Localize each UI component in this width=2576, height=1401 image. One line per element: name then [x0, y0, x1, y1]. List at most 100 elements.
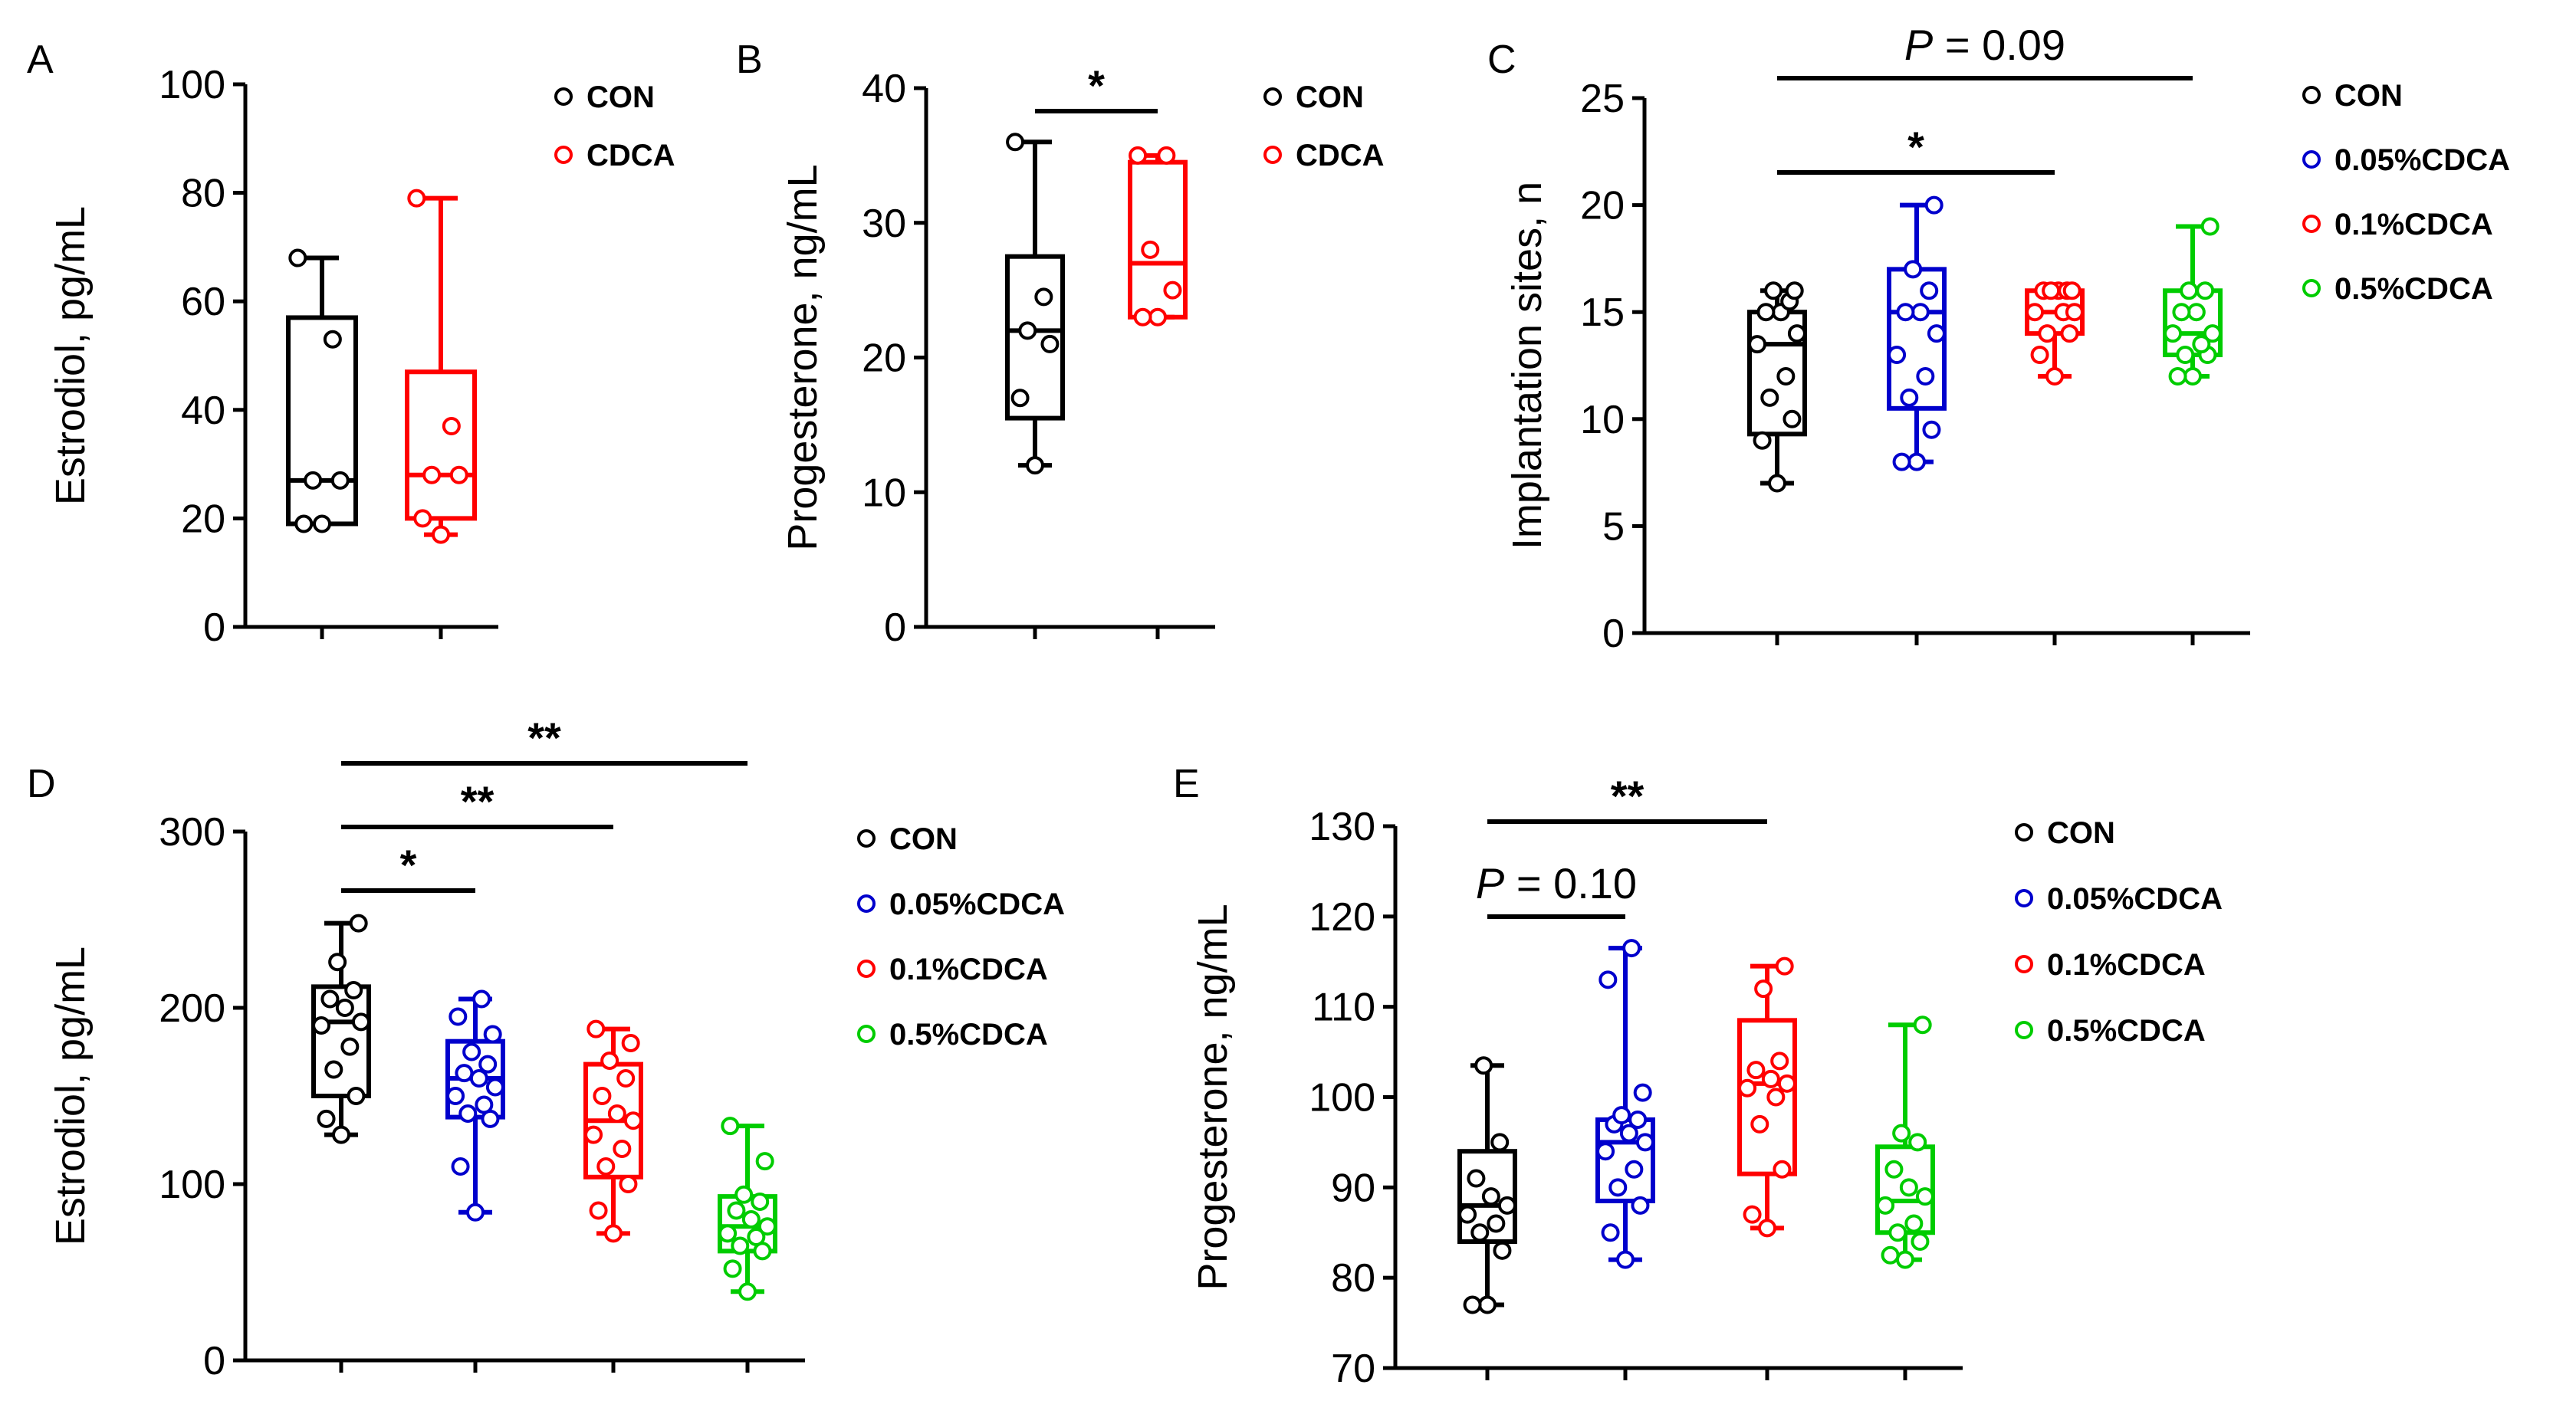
data-point [584, 1125, 603, 1144]
data-point [1892, 1124, 1911, 1143]
legend-item: 0.5%CDCA [2015, 1014, 2206, 1048]
y-tick-label: 100 [1309, 1076, 1375, 1120]
y-tick-label: 120 [1309, 895, 1375, 940]
data-point [1761, 1069, 1780, 1088]
data-point [335, 999, 354, 1017]
box-cdca [405, 189, 477, 544]
data-point [332, 1125, 350, 1144]
legend-marker [857, 894, 876, 913]
data-point [340, 1037, 360, 1056]
data-point [607, 1104, 626, 1123]
legend-label: CON [1296, 80, 1364, 114]
legend-item: 0.1%CDCA [2302, 208, 2493, 241]
data-point [723, 1259, 742, 1278]
data-point [1467, 1169, 1486, 1188]
legend-marker [2302, 279, 2321, 297]
data-point [600, 1052, 619, 1070]
box-0-5-cdca [1875, 1015, 1935, 1269]
data-point [1478, 1295, 1497, 1314]
y-tick-label: 25 [1580, 77, 1625, 121]
box-0-5-cdca [2163, 217, 2223, 386]
data-point [1458, 1205, 1477, 1224]
y-tick-label: 20 [181, 497, 225, 541]
y-tick-label: 5 [1602, 504, 1625, 549]
data-point [1916, 366, 1935, 386]
data-point [2196, 281, 2215, 300]
data-point [317, 1109, 336, 1128]
data-point [1481, 1187, 1500, 1206]
data-point [2176, 346, 2195, 365]
y-tick-label: 100 [159, 63, 225, 107]
data-point [330, 471, 350, 490]
data-point [747, 1228, 766, 1246]
box-0-5-cdca [718, 1117, 777, 1301]
legend-marker [554, 146, 573, 164]
data-point [1474, 1056, 1493, 1075]
y-tick-label: 0 [884, 605, 906, 650]
legend-label: 0.1%CDCA [2047, 948, 2206, 982]
box-0-05-cdca [445, 989, 505, 1222]
panel-label: B [736, 38, 763, 82]
box-0-1-cdca [1737, 956, 1797, 1238]
data-point [623, 1111, 642, 1130]
y-tick-label: 0 [203, 605, 225, 650]
data-point [1915, 1187, 1934, 1206]
data-point [288, 248, 307, 267]
legend-label: 0.5%CDCA [2334, 272, 2493, 306]
data-point [755, 1152, 774, 1171]
box-0-05-cdca [1887, 195, 1947, 471]
data-point [1907, 452, 1926, 471]
data-point [727, 1201, 746, 1220]
data-point [344, 981, 363, 999]
data-point [413, 509, 432, 528]
data-point [347, 1087, 366, 1105]
data-point [455, 1064, 474, 1083]
legend-marker [2015, 1021, 2033, 1039]
y-tick-label: 30 [862, 202, 906, 246]
data-point [1777, 1074, 1796, 1093]
box-con [286, 248, 358, 533]
y-axis-label: Estrodiol, pg/mL [48, 206, 94, 505]
data-point [1785, 281, 1804, 300]
data-point [586, 1019, 606, 1038]
data-point [1776, 366, 1796, 386]
data-point [458, 1104, 478, 1123]
legend-item: 0.05%CDCA [857, 888, 1065, 921]
data-point [449, 1007, 468, 1026]
data-point [616, 1069, 636, 1088]
y-tick-label: 10 [1580, 398, 1625, 442]
significance-label: * [1088, 61, 1105, 110]
data-point [2180, 281, 2199, 300]
data-point [320, 989, 340, 1009]
data-point [1601, 1223, 1620, 1242]
data-point [462, 1042, 481, 1061]
legend-label: 0.5%CDCA [889, 1018, 1048, 1052]
data-point [2038, 324, 2057, 343]
y-tick-label: 20 [862, 336, 906, 381]
significance-label: P = 0.09 [1904, 21, 2065, 69]
data-point [1129, 146, 1148, 165]
data-point [1900, 388, 1919, 407]
legend-label: 0.1%CDCA [2334, 208, 2493, 241]
y-tick-label: 0 [203, 1339, 225, 1383]
data-point [1608, 1178, 1628, 1197]
data-point [1754, 979, 1773, 999]
box-con [1005, 133, 1065, 475]
y-tick-label: 15 [1580, 290, 1625, 335]
legend-label: 0.05%CDCA [2047, 882, 2223, 916]
data-point [1922, 420, 1941, 439]
legend-marker [857, 829, 876, 848]
data-point [2168, 366, 2187, 386]
significance-label: ** [1611, 772, 1644, 820]
data-point [1148, 307, 1167, 326]
legend-marker [2015, 955, 2033, 973]
panel-a: A 0 20 40 60 80 100 Estrodiol, pg/mL CON CDCA [27, 38, 675, 650]
legend-item: 0.05%CDCA [2302, 143, 2510, 177]
data-point [596, 1157, 616, 1176]
data-point [1463, 1295, 1482, 1314]
legend-item: 0.5%CDCA [857, 1018, 1048, 1052]
legend-marker [1263, 87, 1282, 106]
legend-item: CON [554, 80, 655, 114]
box-con [311, 914, 371, 1144]
panel-label: C [1487, 38, 1516, 82]
